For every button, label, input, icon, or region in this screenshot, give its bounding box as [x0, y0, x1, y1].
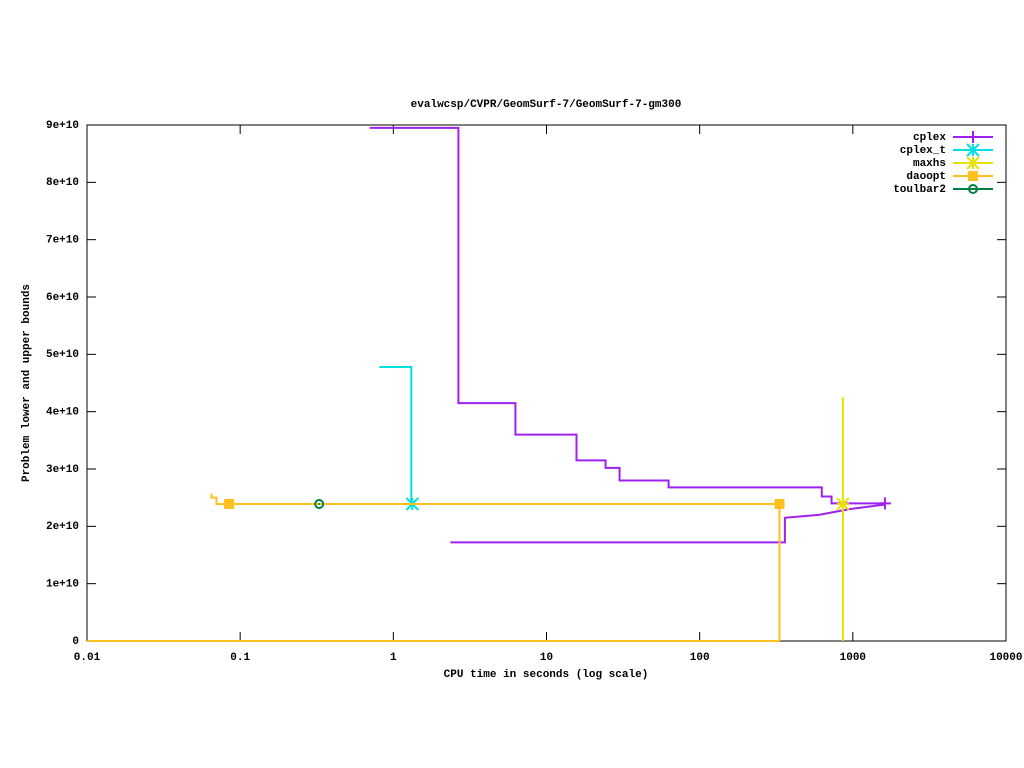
y-axis-label: Problem lower and upper bounds	[21, 284, 33, 482]
x-tick-label: 1	[390, 652, 397, 664]
series-line	[379, 365, 413, 504]
x-tick-label: 1000	[840, 652, 866, 664]
legend-label: cplex_t	[900, 145, 946, 157]
y-tick-label: 3e+10	[46, 464, 79, 476]
marker	[966, 156, 980, 170]
marker	[314, 498, 325, 509]
y-tick-label: 4e+10	[46, 407, 79, 419]
marker	[966, 143, 980, 157]
y-tick-label: 0	[72, 636, 79, 648]
x-tick-label: 100	[690, 652, 710, 664]
series-line	[450, 503, 886, 544]
y-tick-label: 6e+10	[46, 292, 79, 304]
series-line	[369, 126, 885, 505]
marker-dot	[318, 502, 321, 505]
marker	[968, 171, 978, 181]
x-tick-label: 10	[540, 652, 553, 664]
marker	[967, 131, 979, 143]
y-tick-label: 2e+10	[46, 521, 79, 533]
y-tick-label: 9e+10	[46, 120, 79, 132]
y-tick-label: 5e+10	[46, 349, 79, 361]
chart-title: evalwcsp/CVPR/GeomSurf-7/GeomSurf-7-gm30…	[411, 99, 682, 111]
y-tick-label: 7e+10	[46, 235, 79, 247]
marker	[968, 184, 978, 194]
marker	[878, 497, 891, 510]
x-tick-label: 0.01	[74, 652, 101, 664]
x-axis-label: CPU time in seconds (log scale)	[444, 669, 649, 681]
series-line	[210, 493, 781, 641]
marker-dot	[972, 188, 974, 190]
legend-label: daoopt	[906, 171, 946, 183]
x-tick-label: 10000	[989, 652, 1022, 664]
marker	[836, 497, 850, 511]
legend-label: maxhs	[913, 158, 946, 170]
legend-label: cplex	[913, 132, 946, 144]
marker	[224, 498, 235, 509]
marker	[774, 498, 785, 509]
legend-label: toulbar2	[893, 184, 946, 196]
y-tick-label: 1e+10	[46, 579, 79, 591]
y-tick-label: 8e+10	[46, 177, 79, 189]
x-tick-label: 0.1	[230, 652, 250, 664]
